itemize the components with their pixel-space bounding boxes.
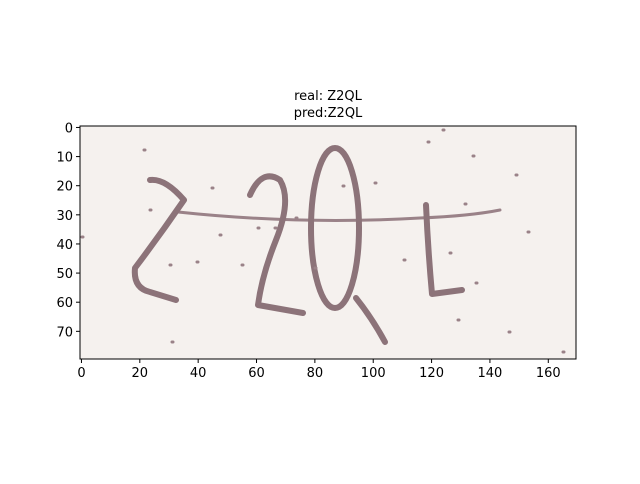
y-tick-label: 70 (56, 325, 73, 340)
y-tick-label: 40 (56, 238, 73, 253)
x-tick-label: 120 (419, 366, 444, 381)
y-tick-label: 30 (56, 209, 73, 224)
y-tick-label: 0 (65, 121, 73, 136)
captcha-image (80, 126, 576, 359)
chart-title: pred:Z2QL (294, 106, 363, 121)
y-tick-label: 50 (56, 267, 73, 282)
x-tick-label: 160 (536, 366, 561, 381)
y-tick-label: 60 (56, 296, 73, 311)
y-tick-label: 10 (56, 151, 73, 166)
x-tick-label: 20 (132, 366, 149, 381)
x-tick-label: 100 (361, 366, 386, 381)
x-tick-label: 60 (248, 366, 265, 381)
x-tick-label: 140 (478, 366, 503, 381)
axes-frame (79, 125, 577, 360)
x-tick-label: 80 (307, 366, 324, 381)
chart-title: real: Z2QL (294, 89, 363, 104)
x-tick-label: 0 (77, 366, 85, 381)
x-tick-label: 40 (190, 366, 207, 381)
y-tick-label: 20 (56, 180, 73, 195)
